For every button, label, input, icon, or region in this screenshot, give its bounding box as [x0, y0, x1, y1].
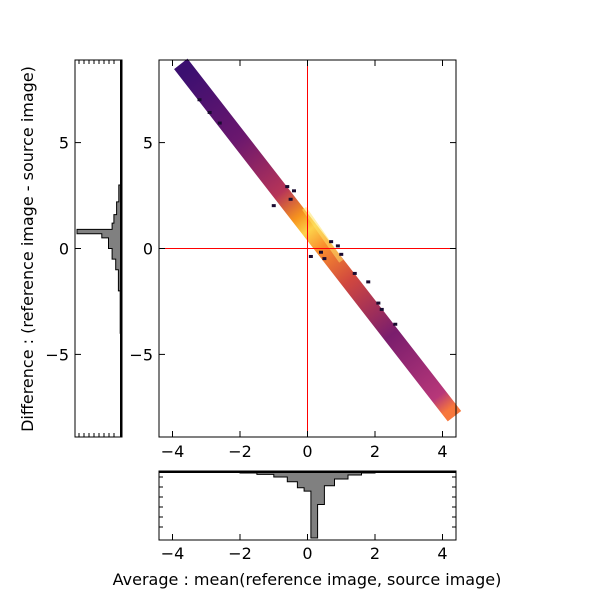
band-speckle [288, 197, 293, 201]
band-speckle [217, 121, 222, 125]
band-speckle [319, 250, 323, 254]
band-body [174, 58, 462, 422]
band-speckle [271, 204, 276, 208]
bottom-histogram-ticks [159, 476, 456, 540]
y-axis-title: Difference : (reference image - source i… [18, 66, 37, 432]
band-speckle [207, 110, 212, 114]
bottom-x-tick-label: 0 [302, 544, 312, 563]
left-y-tick-label: 5 [59, 134, 69, 153]
main-plot-panel: −4 −2 0 2 4 5 0 −5 [129, 58, 462, 461]
bottom-x-tick-label: 2 [370, 544, 380, 563]
band-speckle [335, 244, 340, 248]
main-x-tick-label: 0 [302, 442, 312, 461]
main-x-tick-label: 4 [437, 442, 447, 461]
band-speckle [376, 301, 381, 305]
main-y-tick-label: −5 [129, 345, 153, 364]
difference-histogram-panel: 5 0 −5 [45, 59, 123, 438]
main-x-tick-label: 2 [370, 442, 380, 461]
band-speckle [322, 257, 327, 261]
left-y-tick-label: −5 [45, 345, 69, 364]
bottom-x-tick-label: −2 [228, 544, 252, 563]
band-speckle [379, 307, 384, 311]
band-speckle [366, 280, 371, 284]
main-y-ticks: 5 0 −5 [129, 134, 456, 364]
main-x-tick-label: −2 [228, 442, 252, 461]
average-histogram-panel: −4 −2 0 2 4 [158, 470, 457, 563]
main-y-tick-label: 0 [143, 240, 153, 259]
x-tick-labels: −4 −2 0 2 4 [161, 544, 448, 563]
band-speckle [393, 322, 398, 326]
band-speckle [329, 240, 334, 244]
main-y-tick-label: 5 [143, 134, 153, 153]
left-histogram-ticks [75, 60, 115, 437]
main-x-tick-label: −4 [161, 442, 185, 461]
y-tick-labels: 5 0 −5 [45, 134, 69, 365]
band-speckle [352, 271, 357, 275]
main-x-ticks: −4 −2 0 2 4 [161, 60, 448, 461]
band-speckle [285, 185, 290, 189]
left-y-tick-label: 0 [59, 240, 69, 259]
x-axis-title: Average : mean(reference image, source i… [113, 570, 502, 589]
difference-histogram [76, 60, 123, 437]
bottom-x-tick-label: −4 [161, 544, 185, 563]
density-band [174, 58, 462, 422]
band-speckle [292, 189, 296, 193]
band-speckle [339, 252, 344, 256]
bottom-x-tick-label: 4 [437, 544, 447, 563]
band-speckle [308, 254, 313, 258]
band-speckle [197, 98, 202, 102]
average-histogram [159, 470, 456, 539]
band-core [302, 206, 344, 263]
